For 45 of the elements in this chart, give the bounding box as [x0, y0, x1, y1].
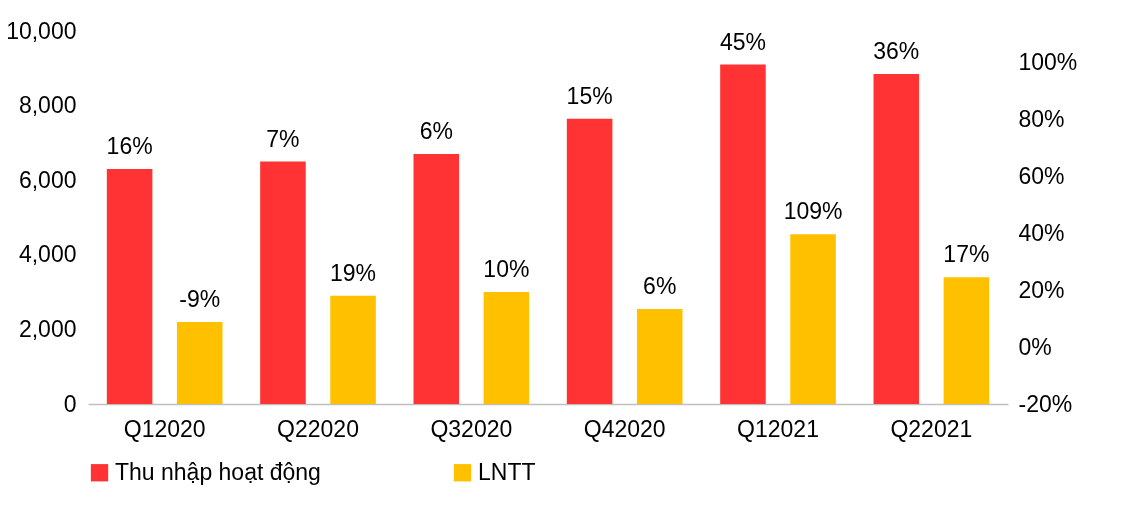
- x-tick-label: Q12021: [737, 415, 819, 442]
- x-tick-label: Q22021: [890, 415, 973, 442]
- y-tick-label: 0: [63, 390, 77, 417]
- y2-tick-label: 100%: [1018, 48, 1078, 75]
- y2-tick-label: -20%: [1018, 390, 1073, 417]
- y2-tick-label: 0%: [1018, 333, 1052, 360]
- y-tick-label: 4,000: [18, 241, 77, 268]
- bar: [720, 64, 766, 404]
- bar: [483, 292, 530, 404]
- bar: [790, 234, 836, 404]
- annotation: 16%: [106, 133, 153, 160]
- bar: [260, 161, 306, 404]
- bar: [413, 154, 460, 404]
- x-tick-label: Q32020: [430, 415, 513, 442]
- y-tick-label: 8,000: [18, 92, 77, 119]
- legend-label: Thu nhập hoạt động: [115, 458, 321, 485]
- bar: [176, 321, 223, 404]
- bar: [943, 277, 990, 404]
- y-tick-label: 2,000: [18, 315, 77, 342]
- annotation: -9%: [179, 285, 221, 312]
- annotation: 10%: [483, 256, 530, 283]
- annotation: 19%: [330, 259, 377, 286]
- annotation: 36%: [873, 37, 920, 64]
- annotation: 6%: [643, 272, 677, 299]
- annotation: 45%: [719, 28, 766, 55]
- bar: [566, 118, 613, 404]
- annotation: 17%: [943, 241, 990, 268]
- y2-tick-label: 80%: [1018, 105, 1065, 132]
- y2-tick-label: 60%: [1018, 162, 1065, 189]
- y2-tick-label: 20%: [1018, 276, 1065, 303]
- x-tick-label: Q42020: [583, 415, 666, 442]
- x-tick-label: Q22020: [277, 415, 359, 442]
- bar: [636, 308, 683, 404]
- annotation: 15%: [566, 82, 613, 109]
- legend-label: LNTT: [478, 458, 536, 485]
- bar: [330, 295, 376, 404]
- y2-tick-label: 40%: [1018, 219, 1065, 246]
- bar: [106, 169, 153, 404]
- annotation: 7%: [266, 125, 300, 152]
- x-tick-label: Q12020: [123, 415, 206, 442]
- y-tick-label: 6,000: [18, 166, 77, 193]
- bar: [873, 73, 920, 404]
- annotation: 6%: [419, 118, 453, 145]
- annotation: 109%: [783, 198, 843, 225]
- y-tick-label: 10,000: [6, 17, 77, 44]
